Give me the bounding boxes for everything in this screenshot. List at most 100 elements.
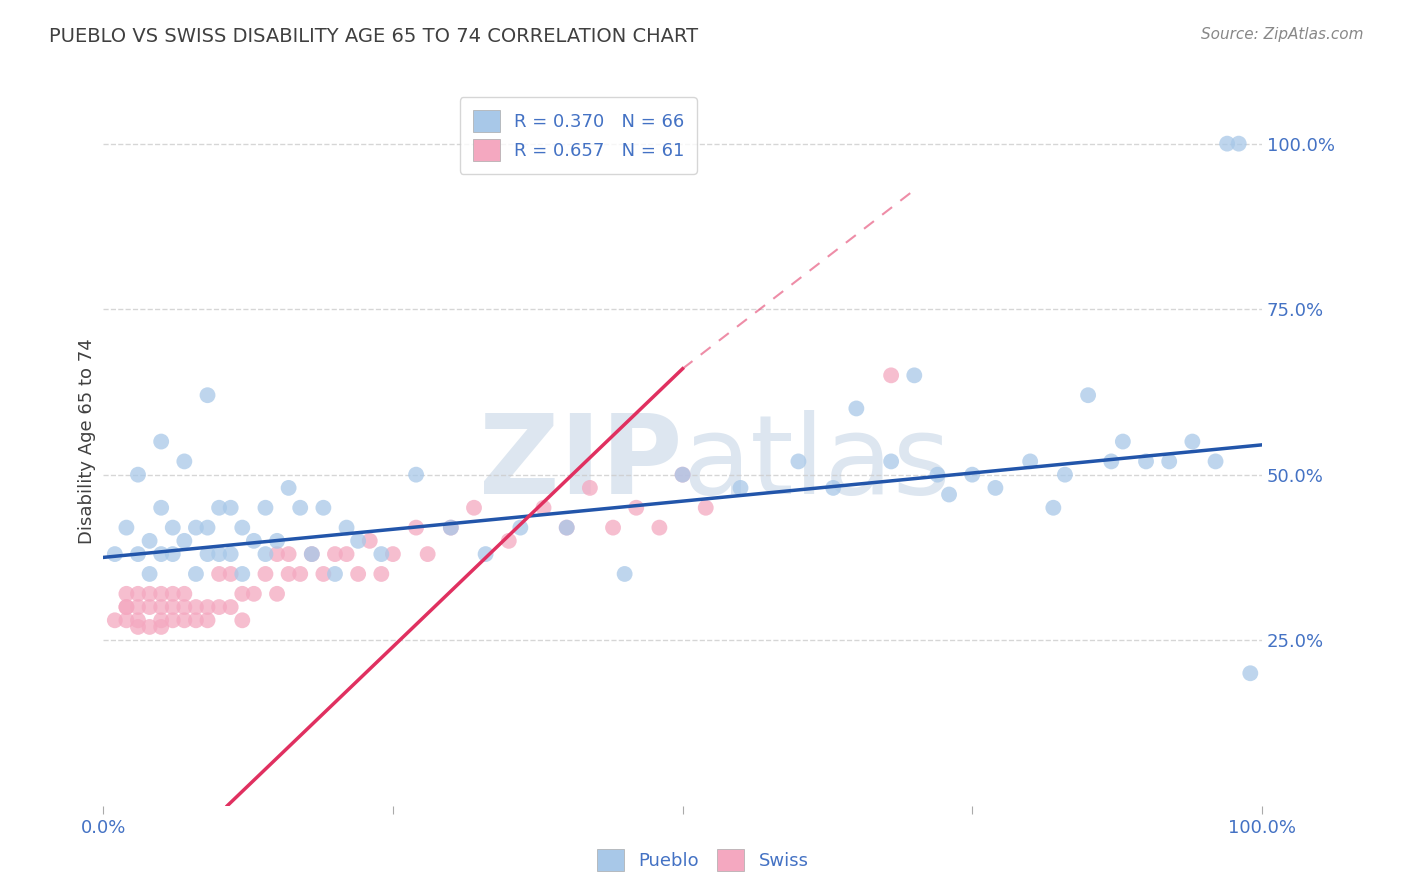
Point bbox=[231, 613, 253, 627]
Legend: R = 0.370   N = 66, R = 0.657   N = 61: R = 0.370 N = 66, R = 0.657 N = 61 bbox=[460, 97, 697, 174]
Point bbox=[150, 547, 173, 561]
Point bbox=[370, 547, 392, 561]
Point bbox=[312, 500, 335, 515]
Point bbox=[127, 613, 149, 627]
Point bbox=[162, 520, 184, 534]
Point bbox=[579, 481, 602, 495]
Point bbox=[138, 587, 160, 601]
Point bbox=[626, 500, 648, 515]
Point bbox=[173, 587, 195, 601]
Point bbox=[440, 520, 463, 534]
Point bbox=[845, 401, 868, 416]
Point bbox=[695, 500, 717, 515]
Point bbox=[938, 487, 960, 501]
Point bbox=[277, 566, 299, 581]
Point bbox=[405, 467, 427, 482]
Legend: Pueblo, Swiss: Pueblo, Swiss bbox=[591, 842, 815, 879]
Point bbox=[1239, 666, 1261, 681]
Point bbox=[219, 600, 242, 615]
Point bbox=[927, 467, 949, 482]
Point bbox=[184, 613, 207, 627]
Point bbox=[197, 388, 219, 402]
Point bbox=[1159, 454, 1181, 468]
Point bbox=[555, 520, 578, 534]
Point bbox=[150, 600, 173, 615]
Point bbox=[335, 547, 357, 561]
Point bbox=[498, 533, 520, 548]
Point bbox=[381, 547, 404, 561]
Point bbox=[533, 500, 555, 515]
Point bbox=[1227, 136, 1250, 151]
Point bbox=[243, 587, 266, 601]
Point bbox=[903, 368, 925, 383]
Point bbox=[104, 613, 127, 627]
Point bbox=[880, 454, 903, 468]
Point bbox=[173, 600, 195, 615]
Point bbox=[323, 566, 346, 581]
Point bbox=[184, 600, 207, 615]
Point bbox=[115, 600, 138, 615]
Point bbox=[1205, 454, 1227, 468]
Point bbox=[301, 547, 323, 561]
Point bbox=[173, 613, 195, 627]
Point bbox=[219, 547, 242, 561]
Point bbox=[150, 500, 173, 515]
Point bbox=[323, 547, 346, 561]
Point bbox=[104, 547, 127, 561]
Point bbox=[231, 566, 253, 581]
Point bbox=[127, 547, 149, 561]
Point bbox=[197, 613, 219, 627]
Point bbox=[162, 547, 184, 561]
Point bbox=[671, 467, 693, 482]
Point bbox=[335, 520, 357, 534]
Point bbox=[960, 467, 983, 482]
Point bbox=[416, 547, 439, 561]
Point bbox=[127, 620, 149, 634]
Point bbox=[671, 467, 693, 482]
Point bbox=[208, 500, 231, 515]
Point bbox=[150, 613, 173, 627]
Point bbox=[197, 600, 219, 615]
Point bbox=[290, 500, 312, 515]
Point bbox=[648, 520, 671, 534]
Point bbox=[290, 566, 312, 581]
Point bbox=[173, 454, 195, 468]
Point bbox=[880, 368, 903, 383]
Point bbox=[197, 547, 219, 561]
Point bbox=[1181, 434, 1204, 449]
Point bbox=[555, 520, 578, 534]
Point bbox=[312, 566, 335, 581]
Y-axis label: Disability Age 65 to 74: Disability Age 65 to 74 bbox=[79, 339, 96, 544]
Point bbox=[509, 520, 531, 534]
Point bbox=[301, 547, 323, 561]
Point bbox=[208, 547, 231, 561]
Point bbox=[440, 520, 463, 534]
Point bbox=[254, 566, 277, 581]
Point bbox=[127, 467, 149, 482]
Point bbox=[197, 520, 219, 534]
Point bbox=[127, 587, 149, 601]
Point bbox=[173, 533, 195, 548]
Point bbox=[231, 520, 253, 534]
Point bbox=[208, 566, 231, 581]
Point bbox=[787, 454, 810, 468]
Point bbox=[184, 520, 207, 534]
Point bbox=[115, 587, 138, 601]
Point bbox=[162, 587, 184, 601]
Point bbox=[162, 600, 184, 615]
Point bbox=[277, 547, 299, 561]
Point bbox=[984, 481, 1007, 495]
Point bbox=[115, 613, 138, 627]
Text: PUEBLO VS SWISS DISABILITY AGE 65 TO 74 CORRELATION CHART: PUEBLO VS SWISS DISABILITY AGE 65 TO 74 … bbox=[49, 27, 699, 45]
Point bbox=[150, 434, 173, 449]
Point bbox=[730, 481, 752, 495]
Point bbox=[602, 520, 624, 534]
Point bbox=[219, 566, 242, 581]
Point bbox=[1019, 454, 1042, 468]
Point bbox=[1099, 454, 1122, 468]
Point bbox=[266, 547, 288, 561]
Point bbox=[127, 600, 149, 615]
Point bbox=[162, 613, 184, 627]
Text: Source: ZipAtlas.com: Source: ZipAtlas.com bbox=[1201, 27, 1364, 42]
Point bbox=[115, 600, 138, 615]
